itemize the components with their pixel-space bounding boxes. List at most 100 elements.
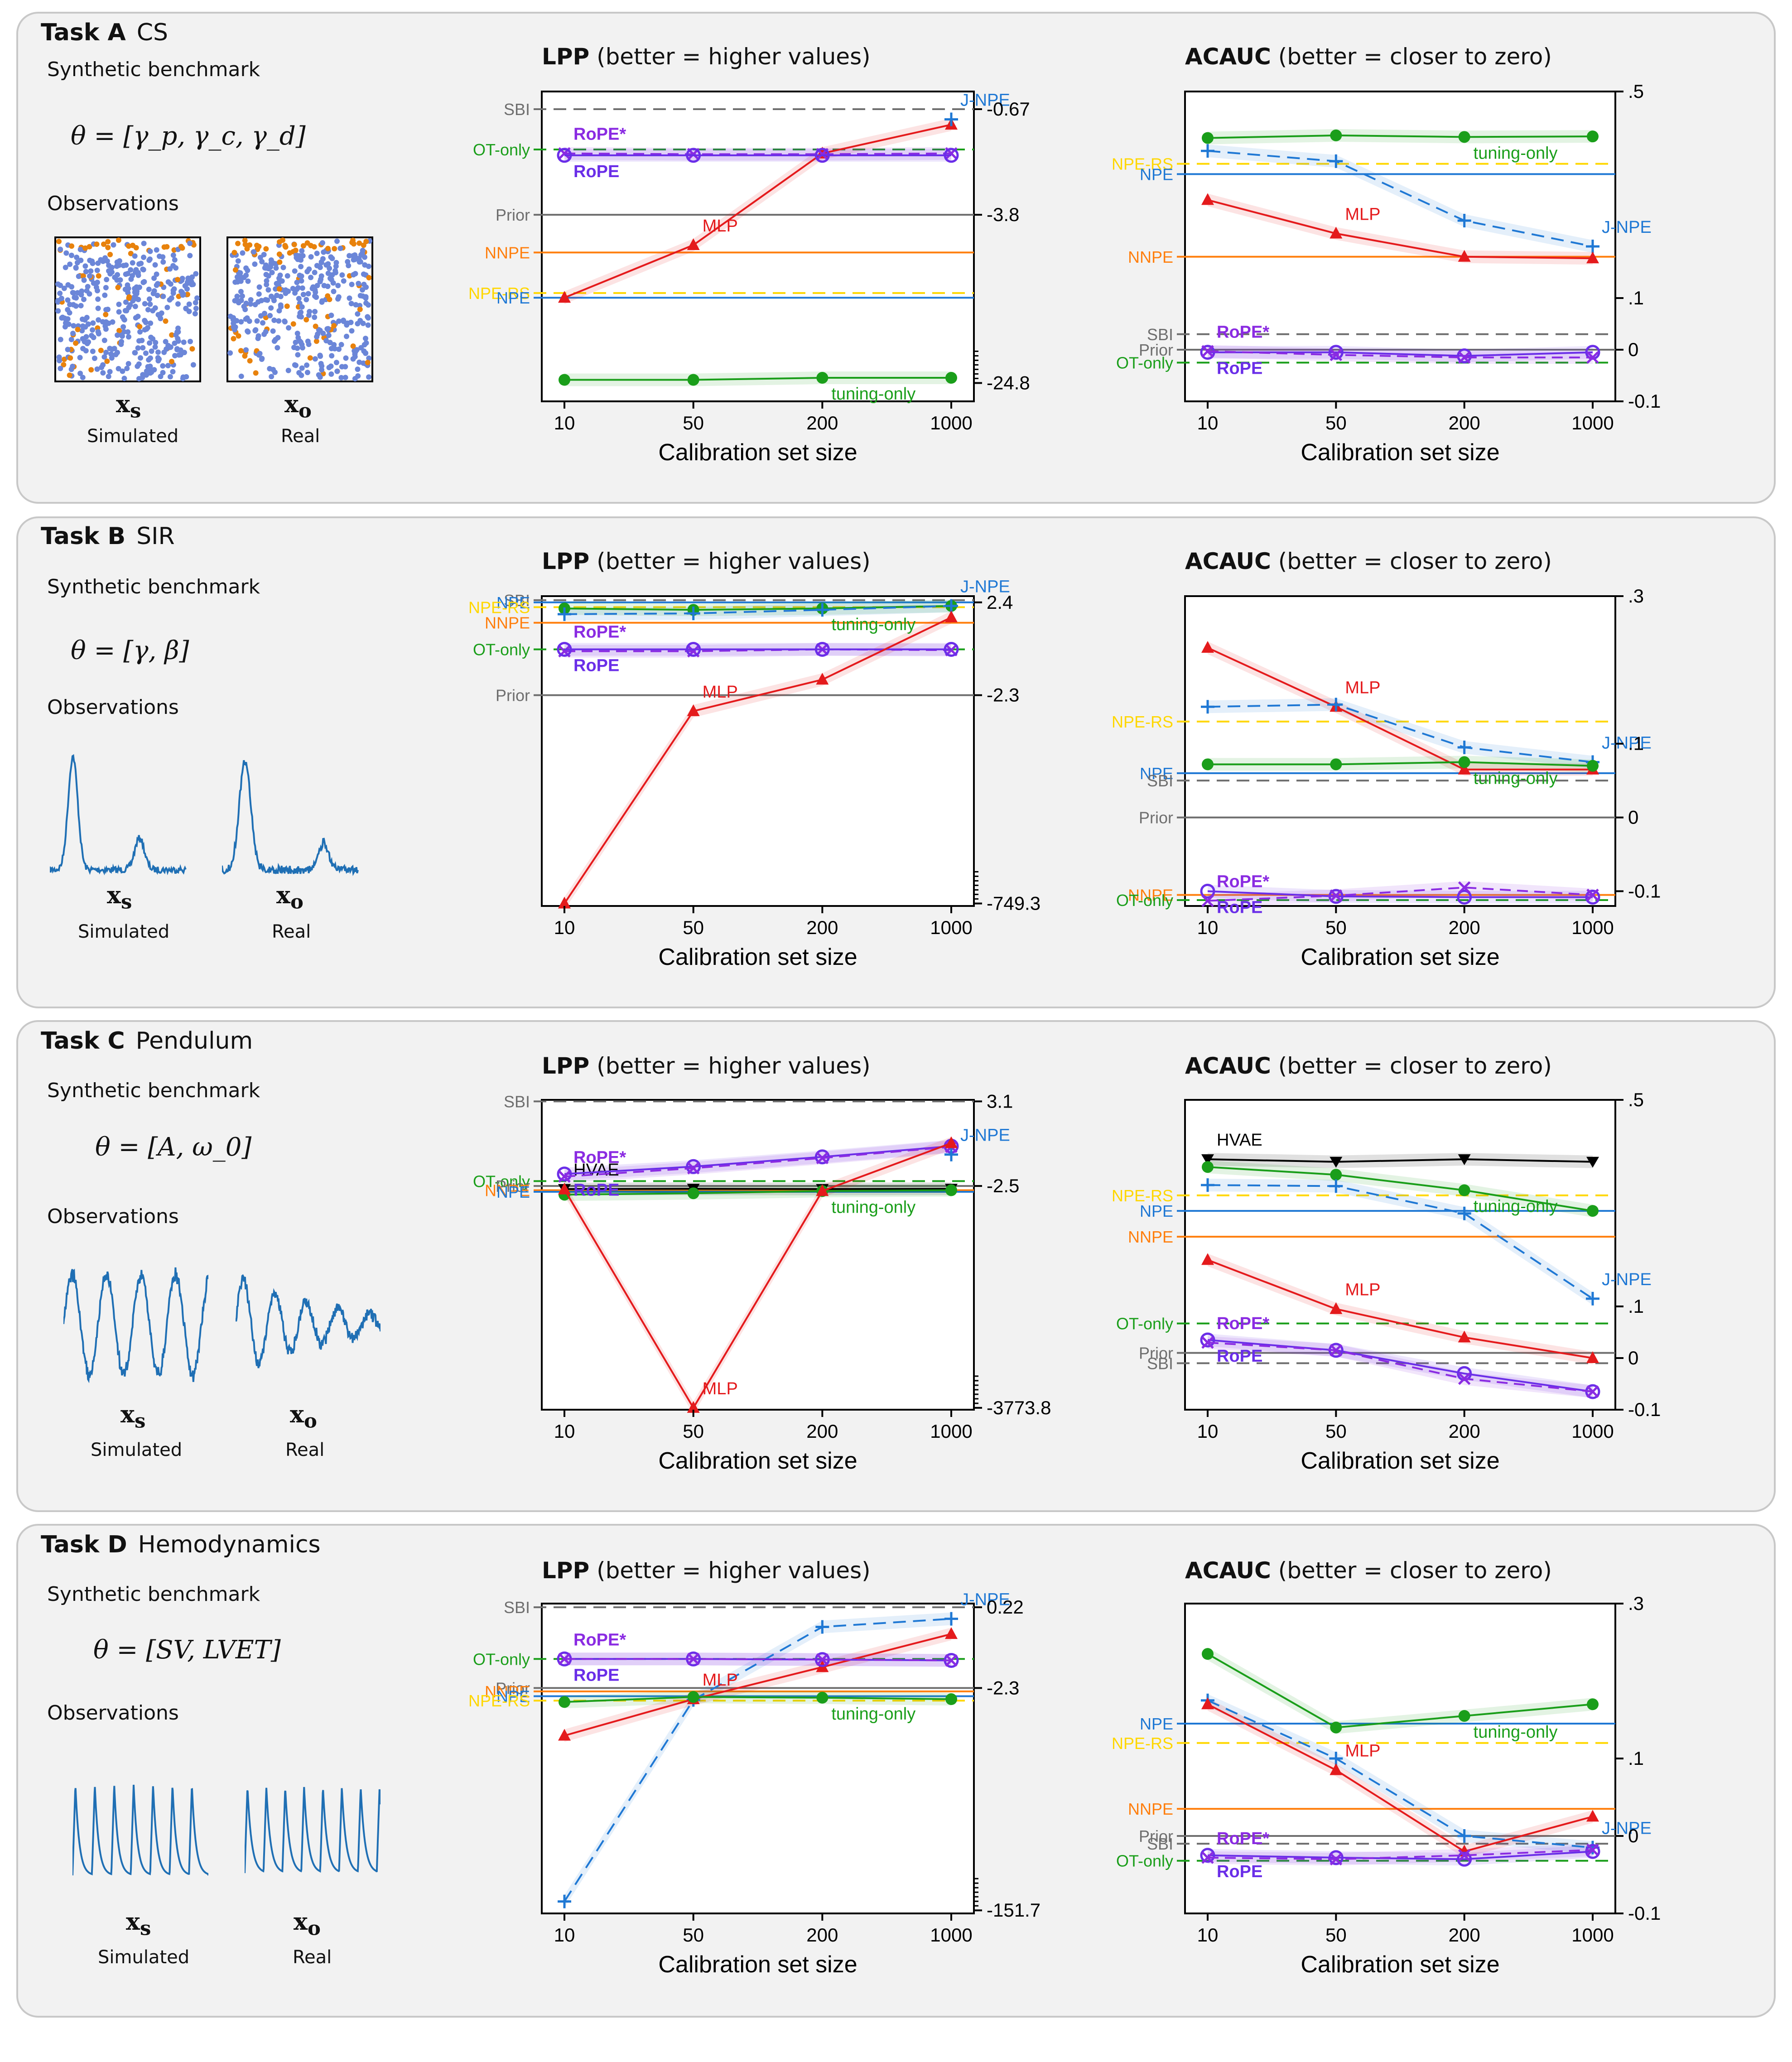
blue-cell: [169, 295, 174, 301]
blue-cell: [240, 250, 246, 256]
marker-rope*: [1458, 351, 1471, 364]
blue-cell: [357, 293, 363, 299]
y-tick-label: .3: [1628, 1593, 1644, 1614]
blue-cell: [243, 265, 249, 271]
blue-cell: [238, 373, 244, 379]
plot-frame: [541, 1603, 975, 1914]
y-tick-label: 3.1: [987, 1090, 1013, 1112]
orange-cell: [277, 259, 283, 265]
series-label-tuning-only: tuning-only: [831, 385, 915, 404]
orange-cell: [284, 303, 290, 309]
band-rope: [1208, 1334, 1593, 1398]
series-tuning-only: [1207, 1653, 1593, 1729]
blue-cell: [82, 339, 87, 345]
hline-label-nnpe: NNPE: [1128, 1800, 1173, 1818]
task-b-real-caption: Real: [272, 921, 311, 942]
blue-cell: [128, 276, 134, 282]
band-tuning-only: [564, 599, 951, 617]
blue-cell: [181, 339, 187, 345]
marker-rope*: [1330, 889, 1343, 902]
blue-cell: [147, 301, 153, 307]
marker-rope: [1585, 889, 1600, 905]
blue-cell: [360, 320, 366, 326]
orange-cell: [276, 251, 282, 257]
marker-j-npe: [1457, 1206, 1471, 1220]
marker-rope*: [1458, 1849, 1471, 1862]
blue-cell: [123, 299, 129, 305]
blue-cell: [304, 370, 310, 376]
blue-cell: [354, 347, 360, 353]
task-a-real-caption: Real: [281, 426, 320, 447]
blue-cell: [187, 338, 193, 344]
blue-cell: [297, 313, 303, 319]
series-label-hvae: HVAE: [1217, 1131, 1262, 1150]
blue-cell: [103, 285, 109, 291]
orange-cell: [184, 292, 190, 298]
blue-cell: [326, 365, 332, 371]
x-tick-label: 1000: [930, 1924, 972, 1946]
lpp-note: (better = higher values): [597, 1053, 871, 1079]
blue-cell: [104, 258, 110, 264]
blue-cell: [248, 297, 254, 303]
task-a-xo-label: xo: [284, 390, 312, 422]
hline-label-npe-rs: NPE-RS: [1112, 155, 1173, 173]
blue-cell: [305, 338, 311, 344]
trace-line: [50, 754, 187, 876]
orange-cell: [231, 250, 237, 255]
series-label-rope*: RoPE*: [1217, 872, 1269, 891]
blue-cell: [279, 278, 285, 284]
blue-cell: [132, 286, 138, 292]
orange-cell: [128, 251, 134, 256]
y-tick-label: -749.3: [987, 892, 1041, 914]
marker-tuning-only: [1587, 130, 1599, 143]
blue-cell: [312, 308, 318, 314]
orange-cell: [126, 295, 132, 301]
blue-cell: [256, 291, 262, 297]
blue-cell: [253, 327, 259, 333]
blue-cell: [366, 302, 371, 308]
series-label-tuning-only: tuning-only: [831, 1705, 915, 1724]
blue-cell: [115, 332, 120, 338]
y-tick-label: .1: [1628, 733, 1644, 754]
blue-cell: [258, 313, 264, 319]
x-tick-label: 10: [1197, 1421, 1219, 1442]
plot-frame: [541, 91, 975, 402]
task-a-simulated-caption: Simulated: [87, 426, 179, 447]
blue-cell: [163, 339, 169, 345]
marker-j-npe: [1201, 700, 1214, 714]
blue-cell: [181, 350, 187, 356]
task-b-xs-sub: s: [121, 890, 132, 914]
series-mlp: [564, 1633, 952, 1737]
marker-rope*: [1458, 881, 1471, 894]
task-c-lpp-title: LPP (better = higher values): [542, 1053, 871, 1079]
blue-cell: [308, 275, 314, 280]
lpp-metric: LPP: [542, 548, 590, 574]
task-b-label: Task B: [41, 523, 126, 550]
marker-mlp: [1586, 251, 1599, 264]
y-tick-label: -0.1: [1628, 1903, 1661, 1924]
blue-cell: [319, 240, 325, 246]
blue-cell: [93, 284, 99, 290]
blue-cell: [117, 277, 123, 283]
task-b-acauc-title: ACAUC (better = closer to zero): [1185, 548, 1552, 574]
series-rope: [1208, 351, 1593, 357]
blue-cell: [79, 328, 85, 334]
marker-rope*: [558, 1652, 571, 1666]
blue-cell: [338, 342, 344, 347]
blue-cell: [70, 331, 76, 337]
blue-cell: [58, 295, 64, 301]
marker-rope*: [1458, 1372, 1471, 1385]
x-tick-label: 200: [1449, 1421, 1480, 1442]
marker-mlp: [816, 673, 829, 685]
blue-cell: [175, 301, 181, 307]
marker-tuning-only: [1330, 758, 1342, 771]
x-tick-label: 200: [806, 917, 838, 938]
marker-mlp: [687, 704, 700, 716]
marker-mlp: [1586, 1810, 1599, 1822]
series-label-j-npe: J-NPE: [960, 578, 1010, 597]
orange-cell: [56, 238, 62, 244]
marker-mlp: [1458, 250, 1471, 262]
blue-cell: [65, 297, 71, 303]
task-d-observations: Observations: [47, 1701, 179, 1725]
series-label-rope: RoPE: [573, 162, 619, 181]
